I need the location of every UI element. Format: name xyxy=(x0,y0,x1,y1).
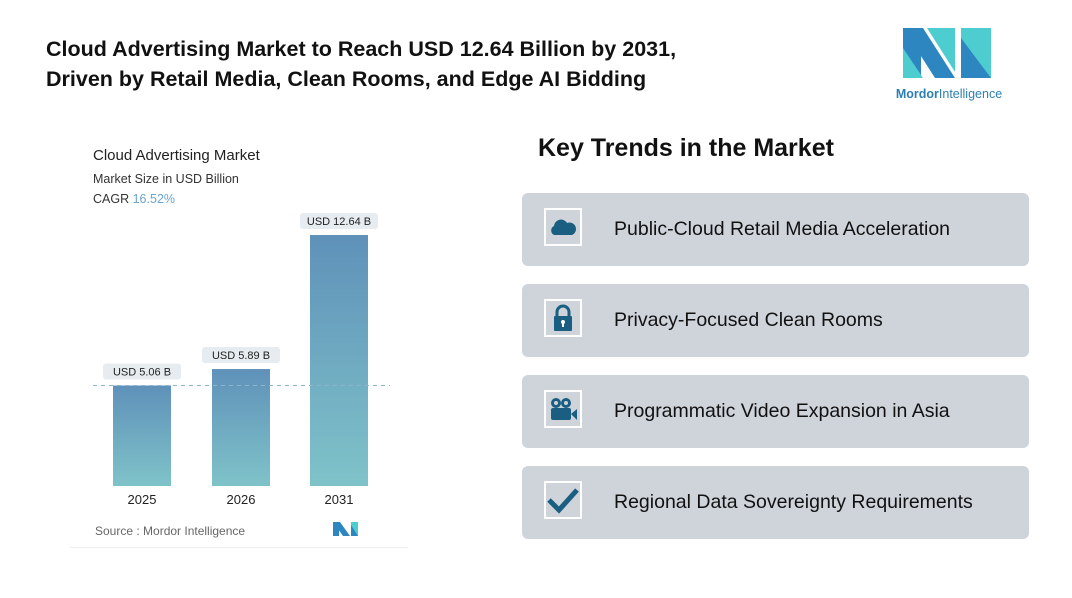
trend-item-2: Privacy-Focused Clean Rooms xyxy=(522,284,1029,357)
cagr-value: 16.52% xyxy=(132,192,176,206)
title-line-2: Driven by Retail Media, Clean Rooms, and… xyxy=(46,67,647,91)
x-tick-label: 2025 xyxy=(128,492,157,507)
trend-label: Public-Cloud Retail Media Acceleration xyxy=(614,218,951,240)
trend-label: Programmatic Video Expansion in Asia xyxy=(614,400,950,422)
data-label: USD 12.64 B xyxy=(307,216,371,228)
logo-word-2: Intelligence xyxy=(938,87,1003,101)
chart-subtitle: Market Size in USD Billion xyxy=(93,172,239,186)
bar-2026 xyxy=(212,369,270,486)
title-line-1: Cloud Advertising Market to Reach USD 12… xyxy=(46,37,677,61)
bar-2025 xyxy=(113,385,171,486)
logo-mark-icon xyxy=(903,28,991,78)
key-trends-heading: Key Trends in the Market xyxy=(538,134,834,162)
bar-2031 xyxy=(310,235,368,486)
checkmark-icon xyxy=(544,481,582,519)
logo-word-1: Mordor xyxy=(895,87,939,101)
cloud-icon xyxy=(544,208,582,246)
trend-label: Regional Data Sovereignty Requirements xyxy=(614,491,973,513)
trend-item-3: Programmatic Video Expansion in Asia xyxy=(522,375,1029,448)
chart-source: Source : Mordor Intelligence xyxy=(95,524,246,538)
data-label: USD 5.89 B xyxy=(212,350,270,362)
video-camera-icon xyxy=(544,390,582,428)
cagr-label: CAGR xyxy=(93,192,130,206)
x-tick-label: 2031 xyxy=(325,492,354,507)
chart-card xyxy=(70,132,408,548)
x-tick-label: 2026 xyxy=(227,492,256,507)
lock-icon xyxy=(544,299,582,337)
trend-item-1: Public-Cloud Retail Media Acceleration xyxy=(522,193,1029,266)
source-logo-icon xyxy=(333,522,358,536)
chart-title: Cloud Advertising Market xyxy=(93,147,260,164)
data-label-bg xyxy=(103,363,181,380)
mordor-logo: MordorIntelligence xyxy=(893,28,1005,101)
trend-item-4: Regional Data Sovereignty Requirements xyxy=(522,466,1029,539)
trend-label: Privacy-Focused Clean Rooms xyxy=(614,309,883,331)
data-label: USD 5.06 B xyxy=(113,367,171,379)
cagr: CAGR 16.52% xyxy=(93,192,175,206)
page-title: Cloud Advertising Market to Reach USD 12… xyxy=(46,34,676,94)
data-label-bg xyxy=(202,347,280,364)
data-label-bg xyxy=(300,213,378,229)
